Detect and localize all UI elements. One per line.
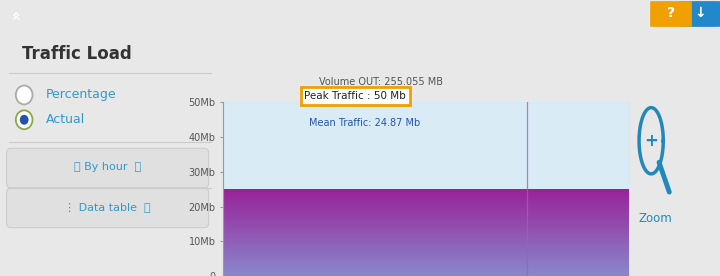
Text: Volume OUT: 255.055 MB: Volume OUT: 255.055 MB [319, 77, 443, 87]
Text: ⋮ Data table  🖥: ⋮ Data table 🖥 [64, 201, 151, 212]
Text: Peak Traffic : 50 Mb: Peak Traffic : 50 Mb [305, 91, 406, 101]
FancyBboxPatch shape [6, 188, 209, 228]
Text: 🔍 By hour  🖥: 🔍 By hour 🖥 [74, 162, 141, 172]
Text: »: » [9, 9, 24, 19]
Circle shape [19, 115, 29, 125]
Circle shape [16, 86, 32, 104]
Text: Traffic Load: Traffic Load [22, 45, 132, 63]
FancyBboxPatch shape [680, 1, 720, 27]
Text: ?: ? [667, 6, 675, 20]
FancyBboxPatch shape [650, 1, 692, 27]
Text: Actual: Actual [46, 113, 86, 126]
Text: ↓: ↓ [695, 6, 706, 20]
Text: Percentage: Percentage [46, 89, 117, 102]
Text: +: + [644, 132, 658, 150]
FancyBboxPatch shape [6, 148, 209, 188]
Circle shape [16, 110, 32, 129]
Text: Mean Traffic: 24.87 Mb: Mean Traffic: 24.87 Mb [309, 118, 420, 128]
Text: Zoom: Zoom [639, 211, 672, 225]
